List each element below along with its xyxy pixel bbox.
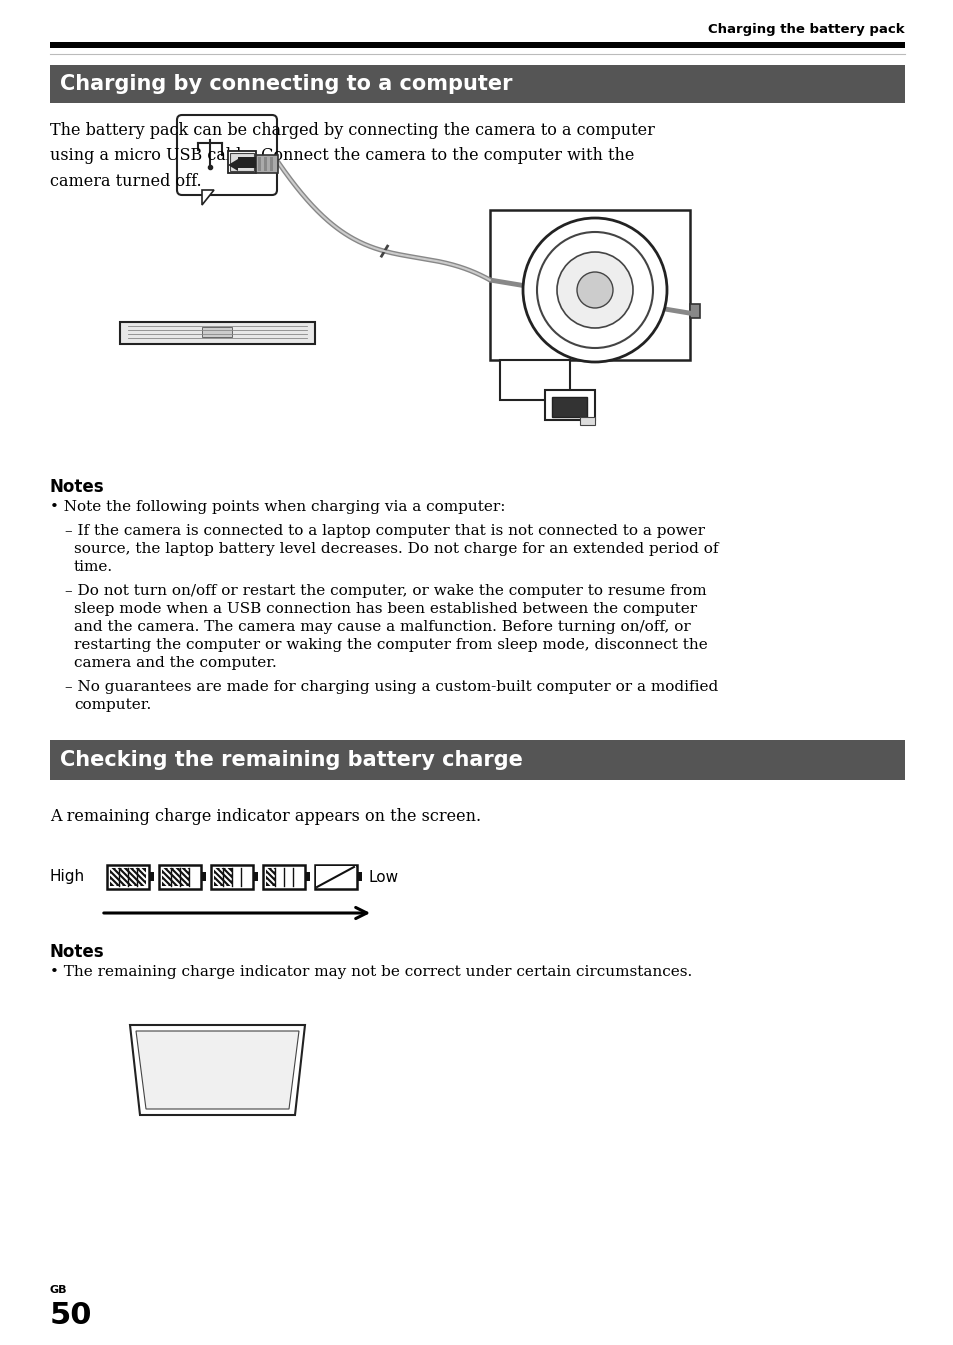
Text: – Do not turn on/off or restart the computer, or wake the computer to resume fro: – Do not turn on/off or restart the comp…	[65, 584, 706, 599]
Bar	[689, 304, 700, 317]
Circle shape	[577, 272, 613, 308]
Bar	[50, 740, 904, 780]
Bar	[107, 865, 149, 889]
Text: restarting the computer or waking the computer from sleep mode, disconnect the: restarting the computer or waking the co…	[74, 638, 707, 652]
Bar	[266, 868, 274, 886]
Bar	[189, 868, 198, 886]
Bar	[232, 868, 250, 886]
Bar	[211, 865, 253, 889]
Text: 50: 50	[50, 1301, 92, 1330]
Circle shape	[522, 218, 666, 362]
Bar	[257, 157, 261, 171]
Bar	[120, 321, 314, 344]
Bar	[201, 872, 206, 881]
Bar	[50, 42, 904, 48]
Bar	[264, 157, 267, 171]
Text: GB: GB	[50, 1284, 68, 1295]
Bar	[237, 157, 255, 168]
Text: Charging by connecting to a computer: Charging by connecting to a computer	[60, 74, 512, 94]
Polygon shape	[136, 1032, 298, 1110]
Polygon shape	[202, 190, 213, 204]
Circle shape	[557, 252, 633, 328]
Text: computer.: computer.	[74, 698, 152, 712]
Polygon shape	[228, 159, 237, 171]
Circle shape	[537, 231, 652, 348]
Bar	[230, 153, 253, 171]
Text: High: High	[50, 869, 85, 885]
Text: Notes: Notes	[50, 943, 105, 960]
Bar	[253, 872, 257, 881]
Bar	[213, 868, 232, 886]
Text: – If the camera is connected to a laptop computer that is not connected to a pow: – If the camera is connected to a laptop…	[65, 525, 704, 538]
Text: source, the laptop battery level decreases. Do not charge for an extended period: source, the laptop battery level decreas…	[74, 542, 718, 555]
Bar	[356, 872, 361, 881]
Bar	[270, 157, 273, 171]
Text: Checking the remaining battery charge: Checking the remaining battery charge	[60, 751, 522, 769]
Polygon shape	[130, 1025, 305, 1115]
Text: Notes: Notes	[50, 477, 105, 496]
Text: and the camera. The camera may cause a malfunction. Before turning on/off, or: and the camera. The camera may cause a m…	[74, 620, 690, 633]
Text: Low: Low	[369, 869, 398, 885]
Bar	[544, 390, 595, 420]
Bar	[202, 327, 232, 338]
Bar	[315, 866, 355, 888]
Bar	[499, 360, 569, 399]
Bar	[50, 65, 904, 104]
Bar	[162, 868, 189, 886]
Bar	[579, 417, 595, 425]
FancyBboxPatch shape	[177, 116, 276, 195]
Bar	[314, 865, 356, 889]
Text: – No guarantees are made for charging using a custom-built computer or a modifie: – No guarantees are made for charging us…	[65, 681, 718, 694]
Text: A remaining charge indicator appears on the screen.: A remaining charge indicator appears on …	[50, 808, 480, 824]
Text: Charging the battery pack: Charging the battery pack	[708, 23, 904, 36]
Text: sleep mode when a USB connection has been established between the computer: sleep mode when a USB connection has bee…	[74, 603, 697, 616]
Bar	[490, 210, 689, 360]
Bar	[228, 151, 255, 174]
Bar	[159, 865, 201, 889]
Bar	[149, 872, 153, 881]
Bar	[110, 868, 146, 886]
Text: • The remaining charge indicator may not be correct under certain circumstances.: • The remaining charge indicator may not…	[50, 964, 692, 979]
Bar	[274, 868, 302, 886]
Text: camera and the computer.: camera and the computer.	[74, 656, 276, 670]
Bar	[263, 865, 305, 889]
Text: The battery pack can be charged by connecting the camera to a computer
using a m: The battery pack can be charged by conne…	[50, 122, 654, 190]
Text: time.: time.	[74, 560, 113, 574]
Bar	[305, 872, 310, 881]
Bar	[255, 155, 277, 174]
Text: • Note the following points when charging via a computer:: • Note the following points when chargin…	[50, 500, 505, 514]
Bar	[552, 397, 586, 417]
